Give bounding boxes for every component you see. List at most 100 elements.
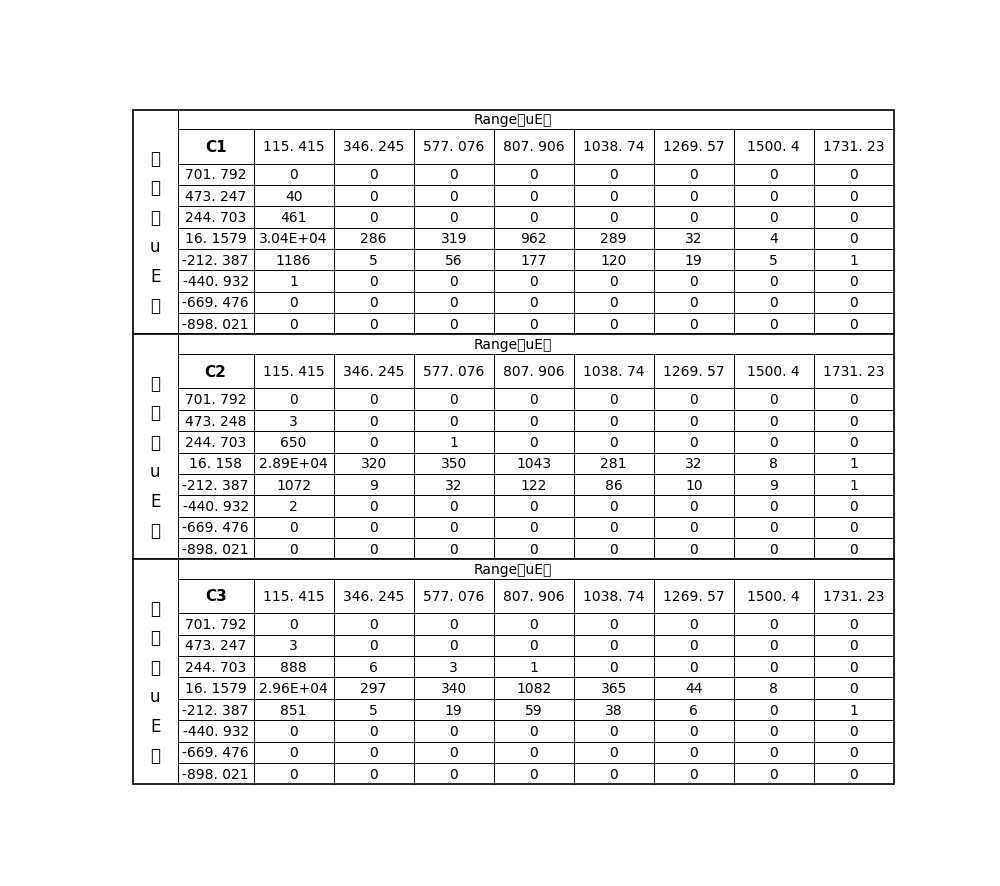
Text: 0: 0	[449, 414, 458, 428]
Text: 32: 32	[445, 478, 462, 492]
Text: 0: 0	[769, 500, 778, 513]
Text: 0: 0	[529, 275, 538, 289]
Text: u: u	[150, 238, 160, 256]
Text: 0: 0	[769, 414, 778, 428]
Text: 350: 350	[441, 456, 467, 470]
Text: 0: 0	[689, 296, 698, 310]
Text: -669. 476: -669. 476	[182, 296, 249, 310]
Text: 340: 340	[441, 681, 467, 696]
Text: 0: 0	[369, 435, 378, 449]
Text: 1: 1	[449, 435, 458, 449]
Text: 0: 0	[529, 745, 538, 759]
Text: （: （	[150, 658, 160, 676]
Text: 346. 245: 346. 245	[343, 140, 404, 154]
Text: 0: 0	[849, 500, 858, 513]
Text: 0: 0	[609, 542, 618, 556]
Text: Range（uE）: Range（uE）	[474, 563, 552, 576]
Text: 244. 703: 244. 703	[185, 660, 246, 674]
Text: 0: 0	[289, 724, 298, 738]
Text: 0: 0	[849, 542, 858, 556]
Text: C1: C1	[205, 139, 226, 154]
Text: 0: 0	[529, 168, 538, 182]
Text: 0: 0	[849, 681, 858, 696]
Bar	[133, 335, 894, 560]
Text: 807. 906: 807. 906	[503, 365, 565, 378]
Text: 650: 650	[280, 435, 307, 449]
Text: 40: 40	[285, 190, 302, 204]
Text: E: E	[150, 492, 160, 510]
Text: 0: 0	[289, 296, 298, 310]
Text: 0: 0	[609, 435, 618, 449]
Text: 0: 0	[529, 211, 538, 225]
Text: 1043: 1043	[516, 456, 551, 470]
Text: 577. 076: 577. 076	[423, 589, 484, 603]
Text: 0: 0	[289, 392, 298, 407]
Text: 0: 0	[609, 168, 618, 182]
Text: 5: 5	[369, 253, 378, 268]
Text: 0: 0	[689, 521, 698, 535]
Text: 0: 0	[769, 745, 778, 759]
Text: 0: 0	[769, 392, 778, 407]
Text: 38: 38	[605, 703, 623, 717]
Text: 0: 0	[369, 275, 378, 289]
Text: 0: 0	[369, 724, 378, 738]
Text: 0: 0	[849, 392, 858, 407]
Text: 0: 0	[609, 639, 618, 653]
Text: 3: 3	[289, 414, 298, 428]
Text: 0: 0	[769, 211, 778, 225]
Text: u: u	[150, 688, 160, 705]
Text: 9: 9	[369, 478, 378, 492]
Text: 297: 297	[360, 681, 387, 696]
Text: 0: 0	[369, 392, 378, 407]
Text: 0: 0	[849, 414, 858, 428]
Text: 0: 0	[769, 190, 778, 204]
Text: 1: 1	[849, 253, 858, 268]
Text: 0: 0	[529, 639, 538, 653]
Text: 0: 0	[849, 232, 858, 246]
Text: -669. 476: -669. 476	[182, 745, 249, 759]
Text: 0: 0	[529, 766, 538, 781]
Text: 0: 0	[849, 724, 858, 738]
Text: （: （	[150, 208, 160, 227]
Text: 0: 0	[769, 618, 778, 632]
Text: 0: 0	[849, 639, 858, 653]
Text: 0: 0	[449, 317, 458, 331]
Text: 3: 3	[289, 639, 298, 653]
Text: 0: 0	[849, 435, 858, 449]
Text: 0: 0	[769, 766, 778, 781]
Text: 均: 均	[150, 599, 160, 618]
Text: 115. 415: 115. 415	[263, 589, 324, 603]
Text: 346. 245: 346. 245	[343, 589, 404, 603]
Text: 2: 2	[289, 500, 298, 513]
Text: 0: 0	[769, 639, 778, 653]
Text: 均: 均	[150, 150, 160, 167]
Text: 0: 0	[449, 211, 458, 225]
Text: 3.04E+04: 3.04E+04	[259, 232, 328, 246]
Text: 1269. 57: 1269. 57	[663, 589, 725, 603]
Text: 0: 0	[769, 660, 778, 674]
Text: 4: 4	[769, 232, 778, 246]
Text: Range（uE）: Range（uE）	[474, 113, 552, 127]
Text: 0: 0	[529, 542, 538, 556]
Text: 0: 0	[769, 724, 778, 738]
Text: 1731. 23: 1731. 23	[823, 589, 885, 603]
Text: 281: 281	[600, 456, 627, 470]
Text: -212. 387: -212. 387	[182, 253, 249, 268]
Text: 0: 0	[609, 521, 618, 535]
Text: 0: 0	[369, 542, 378, 556]
Text: 0: 0	[529, 724, 538, 738]
Text: 0: 0	[769, 168, 778, 182]
Text: 0: 0	[369, 618, 378, 632]
Text: 8: 8	[769, 681, 778, 696]
Text: 0: 0	[449, 745, 458, 759]
Text: -212. 387: -212. 387	[182, 703, 249, 717]
Text: 1038. 74: 1038. 74	[583, 365, 644, 378]
Bar	[133, 560, 894, 784]
Text: 0: 0	[689, 190, 698, 204]
Text: C3: C3	[205, 589, 227, 603]
Text: 0: 0	[609, 618, 618, 632]
Text: 1269. 57: 1269. 57	[663, 140, 725, 154]
Text: 0: 0	[849, 211, 858, 225]
Text: 122: 122	[521, 478, 547, 492]
Text: 0: 0	[849, 618, 858, 632]
